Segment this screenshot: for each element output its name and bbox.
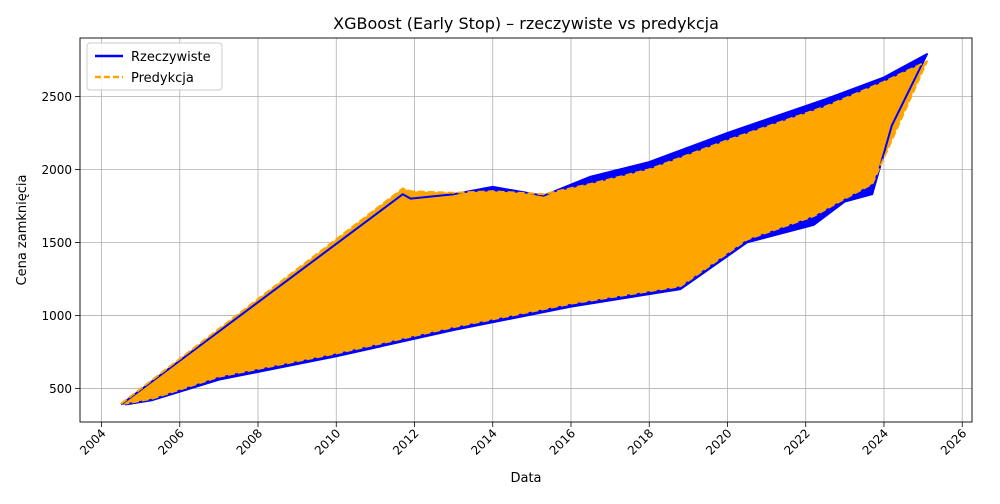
series-predykcja-fill (121, 61, 928, 404)
y-axis-ticks: 500 1000 1500 2000 2500 (41, 90, 80, 396)
y-tick-label: 500 (49, 382, 72, 396)
y-axis-label: Cena zamknięcia (15, 175, 30, 286)
series-rzeczywiste-line (120, 53, 928, 406)
x-axis-label: Data (510, 471, 541, 486)
legend-label-predykcja: Predykcja (131, 71, 194, 86)
chart-title: XGBoost (Early Stop) – rzeczywiste vs pr… (333, 14, 719, 33)
y-tick-label: 2000 (41, 163, 72, 177)
y-tick-label: 2500 (41, 90, 72, 104)
plot-marks (120, 53, 928, 406)
y-tick-label: 1500 (41, 236, 72, 250)
legend-label-rzeczywiste: Rzeczywiste (131, 50, 211, 65)
y-tick-label: 1000 (41, 309, 72, 323)
legend: Rzeczywiste Predykcja (86, 42, 223, 91)
series-predykcja-line (120, 60, 928, 405)
plot-frame (79, 37, 973, 423)
